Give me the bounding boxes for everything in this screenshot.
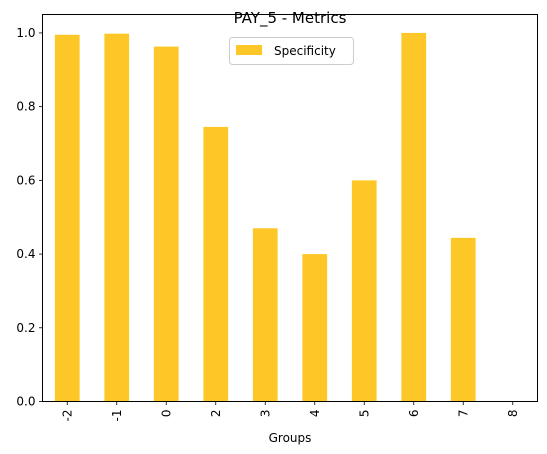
bar: [351, 180, 377, 402]
x-tick-label: 0: [159, 410, 173, 418]
x-tick-label: 8: [506, 410, 520, 418]
y-tick-label: 0.2: [16, 321, 35, 335]
bar: [104, 33, 130, 402]
bar: [203, 126, 229, 402]
legend-label: Specificity: [274, 44, 336, 58]
x-axis: -2 -1 0 2 3 4 5 6 7 8: [60, 401, 520, 422]
y-tick-label: 1.0: [16, 26, 35, 40]
bars-group: [54, 32, 476, 402]
y-tick-label: 0.6: [16, 173, 35, 187]
legend: Specificity: [229, 37, 354, 65]
legend-box: [229, 37, 354, 65]
bar: [302, 254, 328, 402]
x-tick-label: 6: [407, 410, 421, 418]
bar: [450, 237, 476, 402]
x-tick-label: 5: [357, 410, 371, 418]
y-tick-label: 0.4: [16, 247, 35, 261]
y-tick-label: 0.0: [16, 395, 35, 409]
x-tick-label: 7: [456, 410, 470, 418]
y-axis: 0.0 0.2 0.4 0.6 0.8 1.0: [16, 26, 43, 409]
x-tick-label: -1: [110, 410, 124, 422]
x-axis-label: Groups: [269, 431, 312, 445]
x-tick-label: -2: [60, 410, 74, 422]
y-tick-label: 0.8: [16, 100, 35, 114]
bar: [401, 32, 427, 402]
chart-title: PAY_5 - Metrics: [234, 9, 347, 28]
legend-swatch: [236, 45, 262, 55]
bar: [252, 228, 278, 402]
x-tick-label: 4: [308, 410, 322, 418]
bar: [54, 34, 80, 402]
x-tick-label: 2: [209, 410, 223, 418]
bar: [153, 46, 179, 402]
plot-frame: [42, 14, 538, 402]
x-tick-label: 3: [258, 410, 272, 418]
